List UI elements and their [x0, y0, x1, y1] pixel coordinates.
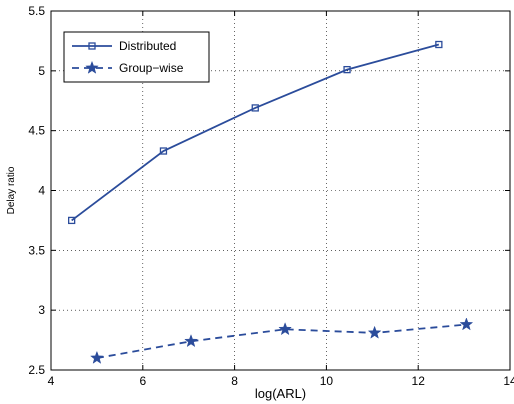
- legend-label: Distributed: [119, 39, 176, 53]
- y-tick-label: 5.5: [28, 4, 45, 18]
- series-group: [68, 40, 474, 364]
- data-point: [343, 65, 351, 74]
- data-point: [435, 40, 443, 49]
- legend: Distributed Group−wise: [63, 31, 210, 83]
- x-tick-label: 8: [231, 374, 238, 388]
- legend-label: Group−wise: [119, 61, 184, 75]
- series-distributed: [68, 40, 443, 225]
- x-tick-label: 12: [412, 374, 426, 388]
- data-point: [367, 325, 382, 339]
- y-axis-label: Delay ratio: [6, 166, 17, 214]
- data-point: [251, 104, 259, 112]
- legend-box: [63, 31, 210, 83]
- data-point: [68, 216, 76, 225]
- y-tick-label: 4.5: [28, 124, 45, 138]
- x-tick-label: 10: [320, 374, 334, 388]
- series-line: [96, 323, 467, 359]
- y-tick-label: 3.5: [28, 243, 45, 257]
- legend-marker: [85, 60, 99, 74]
- data-point: [278, 322, 292, 336]
- x-tick-label: 6: [139, 374, 146, 388]
- x-axis-label: log(ARL): [255, 386, 306, 401]
- y-tick-label: 5: [38, 64, 45, 78]
- data-point: [90, 350, 104, 364]
- legend-marker: [88, 42, 96, 50]
- data-point: [159, 147, 168, 155]
- series-line: [71, 43, 440, 222]
- series-group-wise: [90, 317, 474, 364]
- axis-ticks: 4 6 8 10 12 14 2.5 3 3.5 4 4.5 5 5.5: [28, 4, 514, 388]
- data-point: [459, 317, 474, 331]
- y-tick-label: 2.5: [28, 363, 45, 377]
- x-tick-label: 4: [48, 374, 55, 388]
- data-point: [184, 334, 198, 348]
- y-tick-label: 3: [38, 303, 45, 317]
- x-tick-label: 14: [503, 374, 514, 388]
- y-tick-label: 4: [38, 184, 45, 198]
